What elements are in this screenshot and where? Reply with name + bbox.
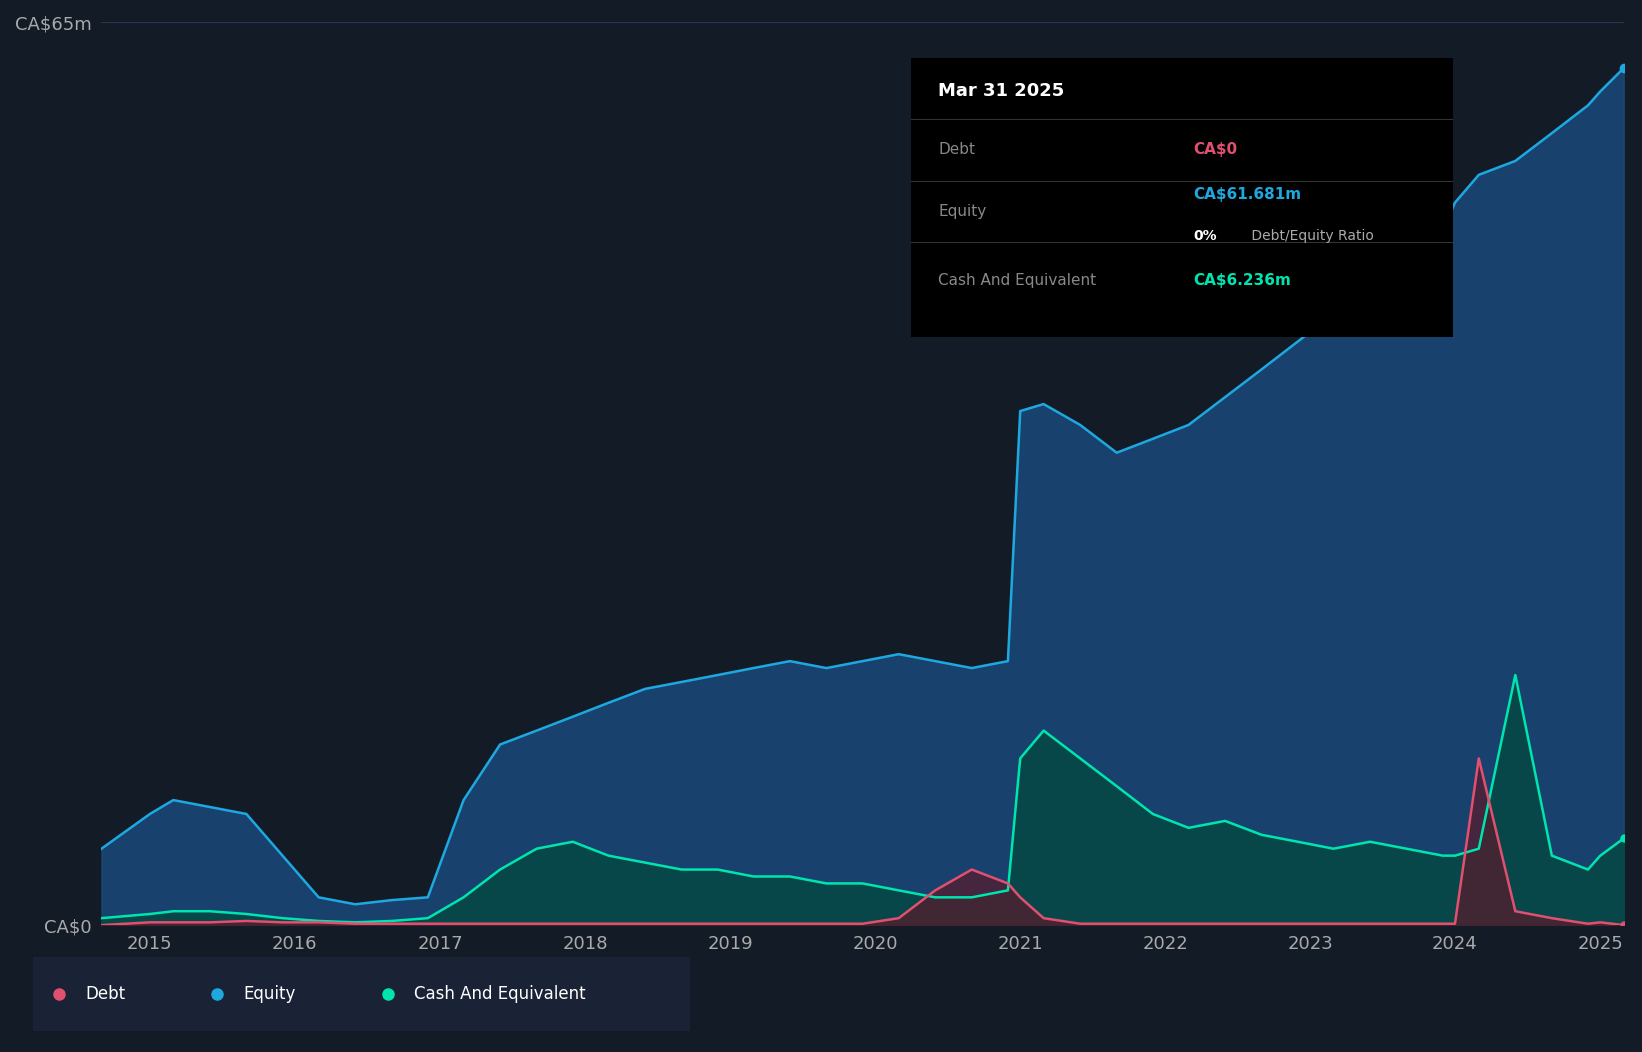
Text: Cash And Equivalent: Cash And Equivalent (414, 985, 586, 1004)
Text: CA$6.236m: CA$6.236m (1194, 274, 1291, 288)
Text: Debt/Equity Ratio: Debt/Equity Ratio (1248, 229, 1374, 243)
Text: Cash And Equivalent: Cash And Equivalent (939, 274, 1097, 288)
Text: Mar 31 2025: Mar 31 2025 (939, 82, 1064, 100)
Text: CA$0: CA$0 (1194, 142, 1236, 158)
Text: 0%: 0% (1194, 229, 1217, 243)
Text: Debt: Debt (85, 985, 125, 1004)
Text: Equity: Equity (939, 204, 987, 219)
Text: Equity: Equity (243, 985, 296, 1004)
Text: Debt: Debt (939, 142, 975, 158)
Text: CA$61.681m: CA$61.681m (1194, 187, 1300, 202)
